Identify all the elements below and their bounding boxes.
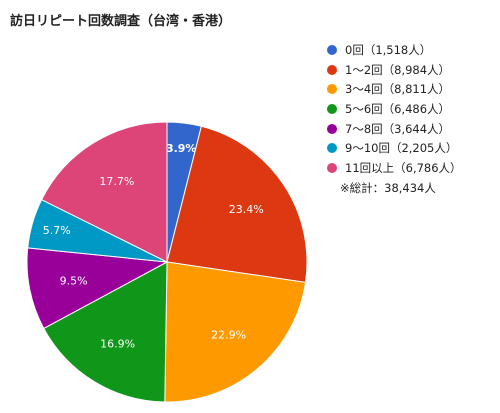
legend-label-0: 0回（1,518人） xyxy=(345,42,432,57)
pie-slice-6 xyxy=(40,121,168,263)
legend-swatch-6 xyxy=(327,162,337,173)
pie-slice-3 xyxy=(43,261,168,403)
slice-label-6: 17.7% xyxy=(99,175,134,188)
legend-item-1: 1〜2回（8,984人） xyxy=(327,60,462,80)
legend-item-3: 5〜6回（6,486人） xyxy=(327,99,462,119)
legend-label-2: 3〜4回（8,811人） xyxy=(345,82,451,97)
slice-label-0: 3.9% xyxy=(166,142,197,155)
legend-swatch-4 xyxy=(327,123,337,134)
total-note: ※総計：38,434人 xyxy=(340,181,436,195)
legend-label-1: 1〜2回（8,984人） xyxy=(345,62,451,77)
legend: 0回（1,518人） 1〜2回（8,984人） 3〜4回（8,811人） 5〜6回（6… xyxy=(327,40,462,178)
slice-label-5: 5.7% xyxy=(43,224,71,237)
slice-label-2: 22.9% xyxy=(211,329,246,342)
pie-slice-4 xyxy=(26,247,169,330)
legend-swatch-2 xyxy=(327,84,337,95)
legend-label-3: 5〜6回（6,486人） xyxy=(345,101,451,116)
legend-swatch-0 xyxy=(327,44,337,55)
legend-item-0: 0回（1,518人） xyxy=(327,40,462,60)
slice-label-4: 9.5% xyxy=(60,275,88,288)
legend-item-6: 11回以上（6,786人） xyxy=(327,158,462,178)
legend-swatch-1 xyxy=(327,64,337,75)
legend-swatch-5 xyxy=(327,143,337,154)
legend-item-4: 7〜8回（3,644人） xyxy=(327,119,462,139)
slice-label-1: 23.4% xyxy=(229,203,264,216)
legend-swatch-3 xyxy=(327,103,337,114)
legend-label-5: 9〜10回（2,205人） xyxy=(345,141,458,156)
pie-slice-1 xyxy=(166,125,308,283)
chart-title: 訪日リピート回数調査（台湾・香港） xyxy=(10,14,232,29)
legend-item-5: 9〜10回（2,205人） xyxy=(327,138,462,158)
legend-label-4: 7〜8回（3,644人） xyxy=(345,121,451,136)
legend-label-6: 11回以上（6,786人） xyxy=(345,160,462,175)
pie-slice-2 xyxy=(164,261,307,403)
slice-label-3: 16.9% xyxy=(100,337,135,350)
legend-item-2: 3〜4回（8,811人） xyxy=(327,79,462,99)
